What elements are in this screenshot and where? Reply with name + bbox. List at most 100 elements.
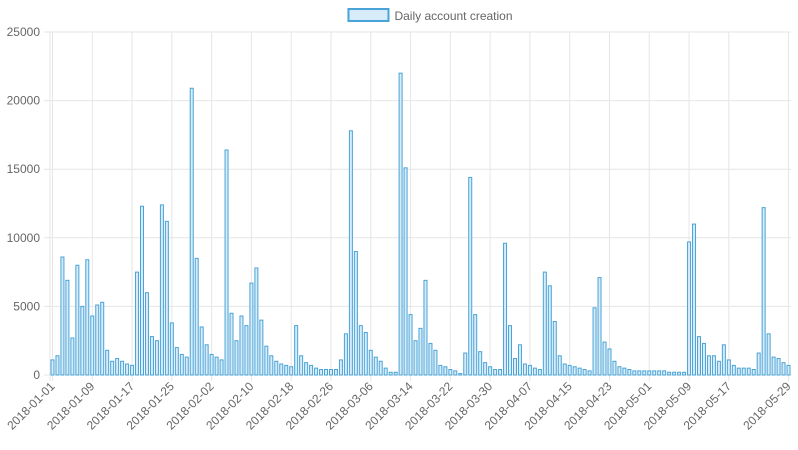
bar [244,325,249,376]
bar [527,364,532,376]
bar [692,223,697,376]
legend-label: Daily account creation [394,9,512,23]
bar [682,371,687,376]
bar [80,305,85,376]
bar [328,369,333,376]
bar [338,359,343,376]
bar [552,320,557,376]
bar [572,366,577,376]
bar [771,356,776,376]
bar [567,364,572,376]
bar [154,340,159,376]
bar [647,370,652,376]
bar [731,364,736,376]
bar [428,342,433,376]
bar [617,366,622,376]
bar [224,149,229,376]
bar [483,362,488,376]
bar [398,72,403,376]
bar [60,256,65,376]
bar [110,360,115,376]
bar [85,259,90,376]
bar [149,336,154,376]
bar [50,359,55,376]
bar [468,176,473,376]
bar [453,370,458,376]
bar [373,356,378,376]
bar [100,301,105,376]
bar [204,344,209,376]
y-tick-label: 5000 [13,299,40,313]
bar [358,325,363,376]
bar [532,367,537,376]
bar [493,369,498,376]
bar [368,349,373,376]
bar [746,367,751,376]
bar [448,369,453,376]
bar [363,331,368,376]
bar [443,366,448,376]
bar [582,369,587,376]
bar [756,352,761,376]
bar [433,349,438,376]
bar [503,242,508,376]
bar [498,369,503,376]
bar [115,358,120,376]
bar [786,364,791,376]
bar [194,257,199,376]
bar [413,340,418,376]
bar [75,264,80,376]
bar [343,333,348,376]
bar [259,319,264,376]
bar [562,363,567,376]
bar [184,356,189,376]
bar [577,367,582,376]
y-tick-label: 15000 [7,162,41,176]
bar [164,220,169,376]
y-tick-label: 10000 [7,231,41,245]
bar [174,347,179,376]
bar [597,277,602,376]
bar [214,356,219,376]
bar [751,369,756,376]
bar [622,367,627,376]
bar [612,360,617,376]
bar [264,345,269,376]
bar [696,336,701,376]
bar [179,353,184,376]
bar [657,370,662,376]
bar [726,359,731,376]
bar [458,373,463,376]
bar [418,327,423,376]
bar [95,304,100,376]
bar [393,371,398,376]
bar [781,362,786,376]
bar [254,267,259,376]
bar [234,340,239,376]
bar [383,367,388,376]
bar [209,353,214,376]
bar [662,370,667,376]
bar [388,371,393,376]
bar [687,241,692,376]
bar [169,322,174,376]
bar [632,370,637,376]
bar [353,251,358,376]
bar [279,363,284,376]
bar [274,360,279,376]
bar [144,292,149,376]
bar [309,364,314,376]
bar [478,351,483,376]
bar [304,362,309,376]
bar [199,326,204,376]
bar [249,282,254,376]
bar [488,366,493,376]
bar [90,315,95,376]
bar [333,369,338,376]
bar [711,355,716,376]
bar [587,370,592,376]
bar [55,355,60,376]
bar [607,348,612,376]
bar [652,370,657,376]
